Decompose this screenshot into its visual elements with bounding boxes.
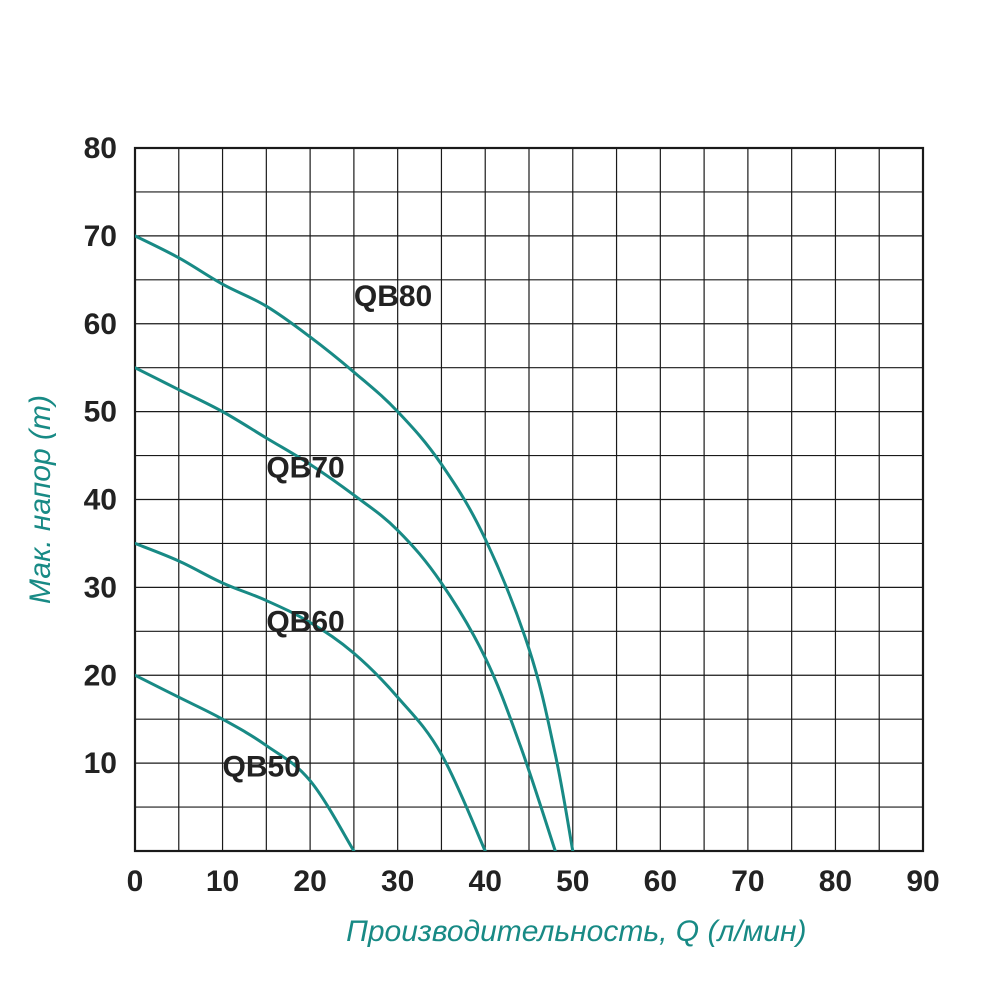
series-label-qb80: QB80 <box>354 280 432 313</box>
x-tick-label: 80 <box>819 865 852 898</box>
y-tick-label: 50 <box>84 396 117 429</box>
series-label-qb50: QB50 <box>223 750 301 783</box>
series-label-qb60: QB60 <box>266 605 344 638</box>
x-tick-label: 40 <box>469 865 502 898</box>
x-tick-label: 10 <box>206 865 239 898</box>
pump-performance-chart: 0 10 20 30 40 50 60 70 80 90 10 20 30 40 50 60 70 80 Произ… <box>0 0 1000 1000</box>
y-tick-label: 40 <box>84 484 117 517</box>
x-tick-label: 30 <box>381 865 414 898</box>
y-tick-label: 80 <box>84 132 117 165</box>
chart-svg: 0 10 20 30 40 50 60 70 80 90 10 20 30 40 50 60 70 80 Произ… <box>0 0 1000 1000</box>
y-tick-label: 70 <box>84 220 117 253</box>
y-tick-label: 10 <box>84 747 117 780</box>
y-tick-label: 20 <box>84 659 117 692</box>
y-tick-label: 30 <box>84 571 117 604</box>
x-tick-label: 60 <box>644 865 677 898</box>
x-tick-label: 20 <box>293 865 326 898</box>
y-axis-title: Мак. напор (m) <box>24 395 57 604</box>
series-label-qb70: QB70 <box>266 452 344 485</box>
y-tick-label: 60 <box>84 308 117 341</box>
x-tick-label: 70 <box>731 865 764 898</box>
x-tick-label: 50 <box>556 865 589 898</box>
x-axis-title: Производительность, Q (л/мин) <box>346 915 806 948</box>
x-tick-label: 90 <box>906 865 939 898</box>
x-tick-label: 0 <box>127 865 144 898</box>
